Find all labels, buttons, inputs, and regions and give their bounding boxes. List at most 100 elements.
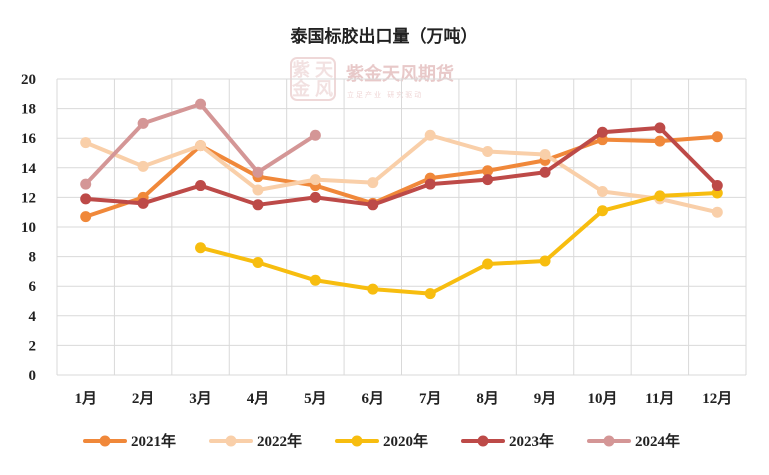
x-tick-label: 4月 <box>247 390 270 407</box>
x-tick-label: 3月 <box>189 390 212 407</box>
legend-label: 2024年 <box>635 432 680 450</box>
x-tick-label: 6月 <box>362 390 385 407</box>
data-point <box>711 131 723 143</box>
data-point <box>654 190 666 202</box>
legend-swatch-marker <box>477 435 489 447</box>
legend-label: 2023年 <box>509 432 554 450</box>
legend-swatch-marker <box>99 435 111 447</box>
series-line <box>198 190 720 296</box>
legend-swatch-marker <box>603 435 615 447</box>
legend-label: 2020年 <box>383 432 428 450</box>
data-point <box>195 140 207 152</box>
x-axis: 1月 2月 3月 4月 5月 6月 7月 8月 9月 10月 11月 12月 <box>74 390 732 407</box>
series-layer <box>80 98 723 300</box>
y-tick-label: 8 <box>29 250 37 266</box>
x-tick-label: 11月 <box>645 390 674 407</box>
data-point <box>137 160 149 172</box>
x-tick-label: 8月 <box>476 390 499 407</box>
legend-item: 2023年 <box>461 432 554 450</box>
data-point <box>424 288 436 300</box>
y-tick-label: 4 <box>29 309 37 325</box>
data-point <box>80 193 92 205</box>
y-tick-label: 0 <box>29 368 37 384</box>
x-tick-label: 7月 <box>419 390 442 407</box>
data-point <box>195 98 207 110</box>
data-point <box>80 178 92 190</box>
data-point <box>482 174 494 186</box>
data-point <box>252 199 264 211</box>
series-2023年 <box>80 122 723 211</box>
legend-item: 2021年 <box>83 432 176 450</box>
seal-char-1: 天 <box>315 60 334 81</box>
x-tick-label: 10月 <box>587 390 617 407</box>
series-line <box>83 134 720 219</box>
watermark-seal: 紫 天 金 风 <box>290 57 336 101</box>
data-point <box>539 148 551 160</box>
x-tick-label: 5月 <box>304 390 327 407</box>
legend-swatch-marker <box>225 435 237 447</box>
x-tick-label: 12月 <box>702 390 732 407</box>
series-line <box>83 125 720 207</box>
legend-swatch-marker <box>351 435 363 447</box>
series-2020年 <box>195 187 723 300</box>
y-tick-label: 14 <box>21 161 37 177</box>
data-point <box>137 197 149 209</box>
data-point <box>80 211 92 223</box>
grid <box>56 78 747 376</box>
y-tick-label: 6 <box>29 279 37 295</box>
data-point <box>539 166 551 178</box>
legend-item: 2024年 <box>587 432 680 450</box>
series-line <box>83 133 720 215</box>
watermark-logo-text: 紫金天风期货 <box>346 63 454 85</box>
data-point <box>252 166 264 178</box>
legend-label: 2021年 <box>131 432 176 450</box>
x-tick-label: 1月 <box>74 390 97 407</box>
data-point <box>195 242 207 254</box>
data-point <box>482 165 494 177</box>
legend: 2021年 2022年 2020年 2023年 2024年 <box>83 432 680 450</box>
seal-char-2: 金 <box>291 78 311 100</box>
data-point <box>596 205 608 217</box>
data-point <box>309 274 321 286</box>
data-point <box>195 180 207 192</box>
data-point <box>309 191 321 203</box>
y-tick-label: 2 <box>29 338 37 354</box>
data-point <box>424 178 436 190</box>
y-tick-label: 12 <box>21 190 36 206</box>
x-tick-label: 9月 <box>534 390 557 407</box>
y-tick-label: 10 <box>21 220 36 236</box>
seal-char-0: 紫 <box>292 59 310 81</box>
y-tick-label: 16 <box>21 131 37 147</box>
data-point <box>80 137 92 149</box>
data-point <box>711 206 723 218</box>
data-point <box>367 199 379 211</box>
series-2024年 <box>80 98 321 190</box>
y-tick-label: 20 <box>21 72 36 88</box>
y-axis: 0 2 4 6 8 10 12 14 16 18 20 <box>21 72 37 384</box>
legend-label: 2022年 <box>257 432 302 450</box>
data-point <box>424 129 436 141</box>
chart-title: 泰国标胶出口量（万吨） <box>291 26 478 47</box>
data-point <box>654 135 666 147</box>
data-point <box>539 255 551 267</box>
data-point <box>252 184 264 196</box>
data-point <box>137 117 149 129</box>
data-point <box>596 126 608 138</box>
data-point <box>654 122 666 134</box>
data-point <box>711 180 723 192</box>
legend-item: 2022年 <box>209 432 302 450</box>
seal-char-3: 风 <box>315 79 333 100</box>
data-point <box>367 177 379 189</box>
y-tick-label: 18 <box>21 102 36 118</box>
data-point <box>367 283 379 295</box>
data-point <box>309 174 321 186</box>
data-point <box>252 257 264 269</box>
data-point <box>309 129 321 141</box>
legend-item: 2020年 <box>335 432 428 450</box>
data-point <box>482 258 494 270</box>
watermark-tagline: 立足产业 研究驱动 <box>347 90 423 99</box>
data-point <box>596 185 608 197</box>
x-tick-label: 2月 <box>132 390 155 407</box>
